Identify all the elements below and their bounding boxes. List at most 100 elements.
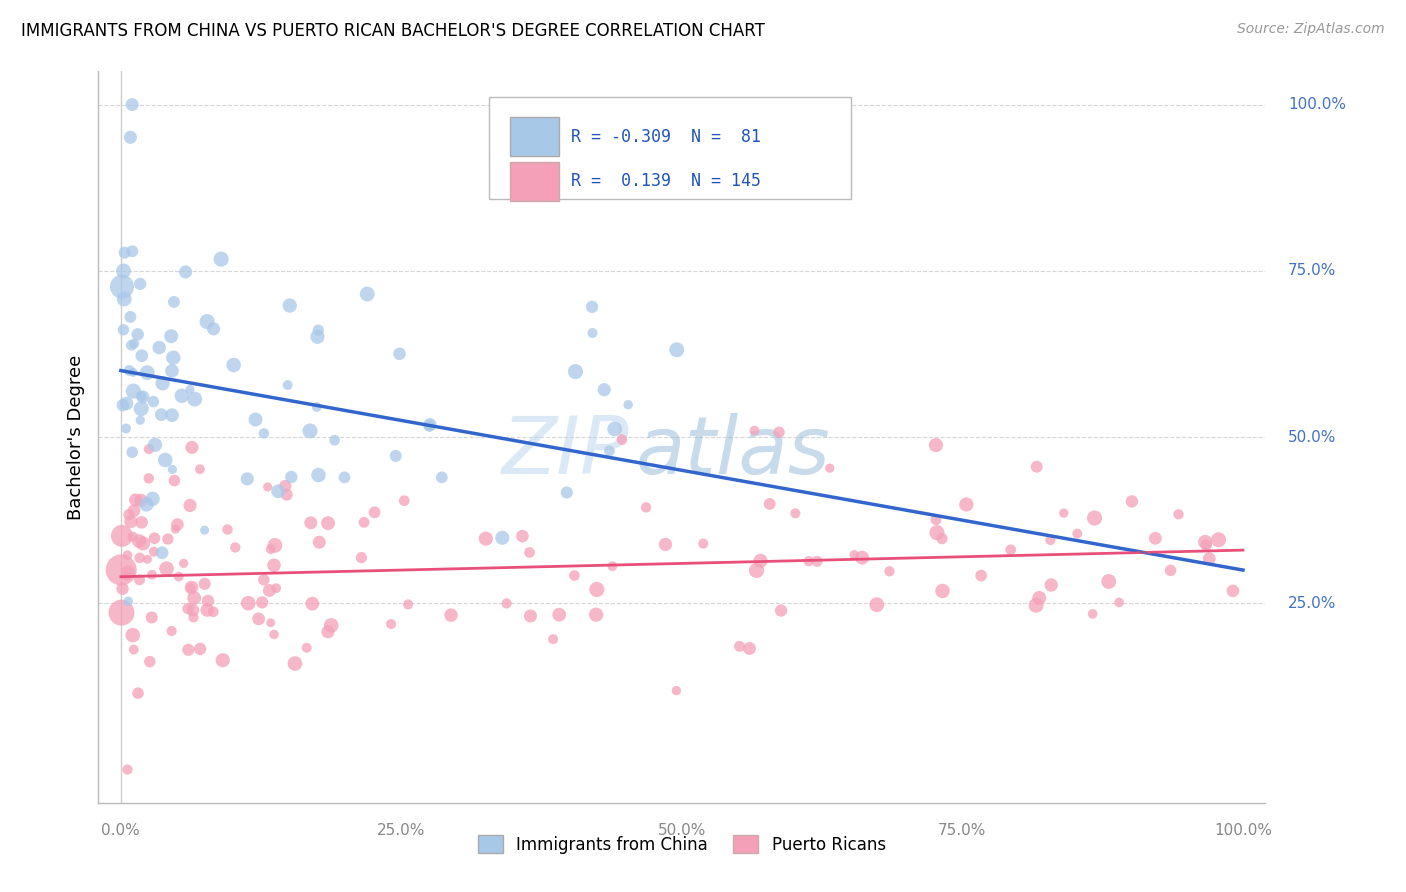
Point	[260, 615, 283, 630]
Point	[132, 536, 155, 550]
Point	[396, 598, 419, 612]
Point	[925, 438, 948, 452]
Point	[430, 470, 453, 484]
Point	[122, 384, 145, 399]
Point	[1160, 563, 1182, 577]
Point	[179, 383, 201, 397]
Point	[139, 655, 162, 669]
Point	[307, 468, 329, 483]
Point	[263, 627, 285, 641]
Point	[129, 493, 152, 508]
Point	[280, 470, 302, 484]
Text: 50.0%: 50.0%	[1288, 430, 1336, 444]
Text: 100.0%: 100.0%	[1213, 822, 1272, 838]
Legend: Immigrants from China, Puerto Ricans: Immigrants from China, Puerto Ricans	[471, 829, 893, 860]
Point	[308, 535, 330, 549]
Point	[738, 641, 761, 656]
Point	[121, 530, 143, 544]
Point	[142, 545, 165, 559]
Point	[110, 606, 132, 620]
Point	[135, 497, 157, 511]
Point	[110, 563, 132, 577]
Point	[1083, 511, 1105, 525]
Point	[519, 545, 541, 559]
Point	[1039, 533, 1062, 547]
Point	[321, 618, 343, 632]
Point	[194, 523, 217, 537]
Point	[136, 552, 159, 566]
Point	[665, 343, 688, 357]
Point	[512, 529, 534, 543]
Point	[818, 461, 841, 475]
Point	[277, 378, 299, 392]
Point	[165, 522, 187, 536]
Text: atlas: atlas	[636, 413, 830, 491]
Text: 25.0%: 25.0%	[377, 822, 426, 838]
Point	[1040, 578, 1063, 592]
Point	[541, 632, 564, 647]
Y-axis label: Bachelor's Degree: Bachelor's Degree	[66, 354, 84, 520]
Point	[143, 531, 166, 545]
Point	[179, 499, 201, 513]
Point	[162, 462, 184, 476]
Point	[127, 327, 149, 342]
Point	[184, 392, 207, 406]
Point	[598, 443, 620, 458]
Point	[180, 581, 202, 595]
Point	[120, 130, 142, 145]
Point	[236, 472, 259, 486]
Point	[128, 534, 150, 549]
Point	[316, 516, 339, 530]
Point	[180, 581, 202, 595]
Point	[418, 419, 440, 434]
Point	[138, 442, 160, 456]
Point	[1053, 506, 1076, 520]
Point	[519, 609, 541, 624]
Point	[925, 513, 948, 527]
Point	[111, 398, 134, 412]
Point	[120, 515, 142, 529]
Point	[770, 604, 793, 618]
Point	[181, 441, 204, 455]
Point	[284, 657, 307, 671]
FancyBboxPatch shape	[489, 97, 851, 200]
Point	[1194, 535, 1216, 549]
Point	[177, 601, 200, 615]
Point	[166, 517, 188, 532]
Point	[1121, 494, 1143, 508]
Point	[112, 264, 135, 278]
Point	[259, 583, 281, 598]
Point	[247, 612, 270, 626]
Point	[768, 425, 790, 440]
Point	[394, 493, 416, 508]
Point	[170, 389, 193, 403]
Point	[202, 322, 225, 336]
Point	[142, 491, 165, 506]
Point	[188, 462, 211, 476]
Point	[253, 426, 276, 441]
Point	[440, 608, 463, 623]
Point	[744, 424, 766, 438]
Point	[879, 564, 901, 578]
Point	[298, 424, 321, 438]
Point	[160, 408, 183, 422]
Point	[1081, 607, 1104, 621]
Point	[118, 508, 141, 522]
Point	[1098, 574, 1121, 589]
Point	[931, 532, 953, 546]
Point	[475, 532, 498, 546]
Point	[127, 686, 149, 700]
Point	[260, 542, 283, 557]
Point	[115, 569, 138, 583]
Point	[585, 607, 607, 622]
Point	[121, 244, 143, 259]
Point	[603, 422, 626, 436]
Point	[163, 294, 186, 309]
Point	[122, 503, 145, 517]
Point	[112, 292, 135, 306]
Point	[222, 358, 245, 372]
Point	[1198, 551, 1220, 566]
Point	[217, 523, 239, 537]
Point	[654, 537, 676, 551]
Point	[183, 610, 205, 624]
